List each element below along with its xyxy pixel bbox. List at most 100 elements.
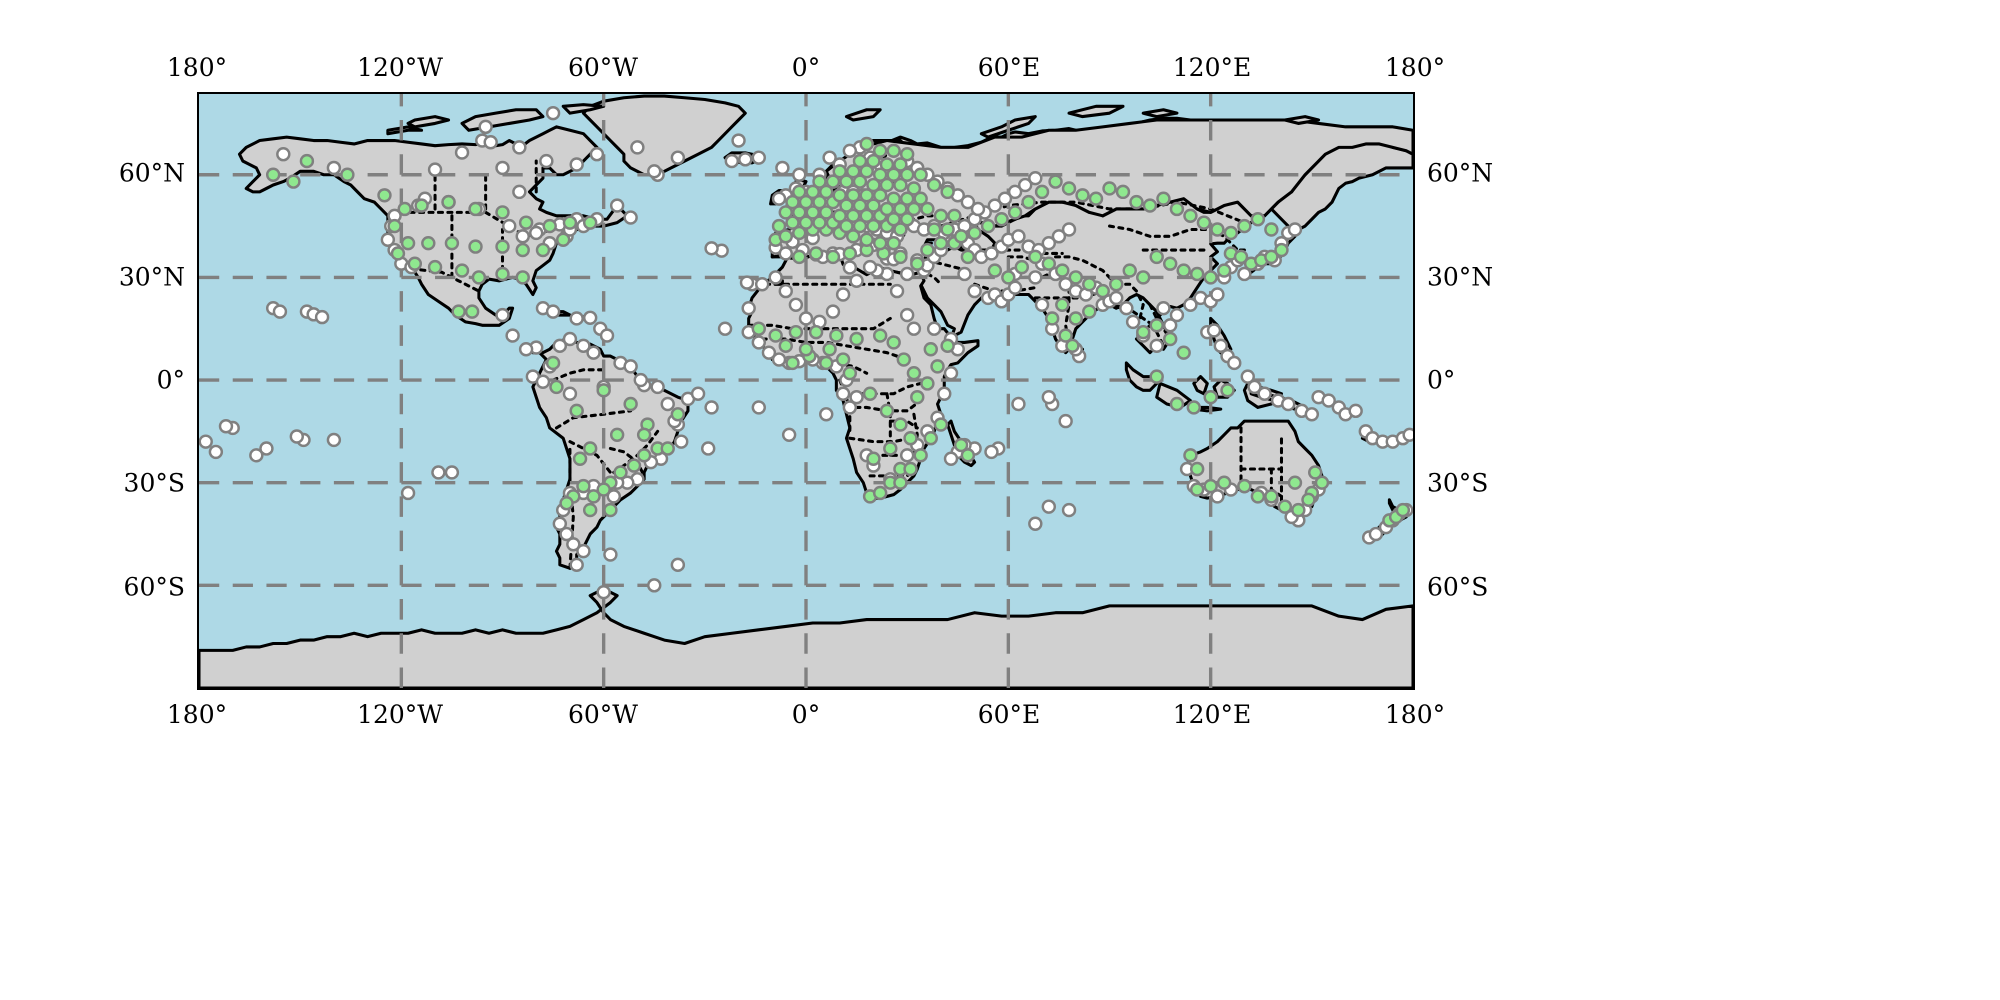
station-marker[interactable]: [899, 448, 915, 463]
station-marker[interactable]: [1082, 304, 1097, 319]
station-marker[interactable]: [1149, 318, 1164, 333]
station-marker[interactable]: [1061, 181, 1077, 196]
station-marker[interactable]: [1051, 229, 1067, 244]
station-marker[interactable]: [1237, 218, 1252, 234]
station-marker[interactable]: [792, 167, 807, 182]
station-marker[interactable]: [1183, 448, 1198, 463]
station-marker[interactable]: [545, 355, 561, 371]
station-marker[interactable]: [731, 133, 746, 148]
station-marker[interactable]: [1065, 338, 1080, 354]
station-marker[interactable]: [468, 201, 483, 217]
station-marker[interactable]: [1162, 318, 1178, 333]
station-marker[interactable]: [569, 157, 584, 172]
station-marker[interactable]: [893, 201, 908, 217]
station-marker[interactable]: [960, 249, 976, 265]
station-marker[interactable]: [609, 427, 625, 442]
station-marker[interactable]: [495, 205, 510, 220]
station-marker[interactable]: [771, 218, 787, 234]
station-marker[interactable]: [1115, 184, 1131, 200]
station-marker[interactable]: [562, 386, 578, 401]
station-marker[interactable]: [883, 441, 898, 456]
station-marker[interactable]: [825, 174, 841, 189]
station-marker[interactable]: [953, 437, 969, 453]
station-marker[interactable]: [798, 342, 814, 357]
station-marker[interactable]: [545, 105, 561, 121]
station-marker[interactable]: [299, 153, 315, 169]
station-marker[interactable]: [849, 389, 864, 405]
station-marker[interactable]: [778, 205, 793, 220]
station-marker[interactable]: [943, 451, 959, 466]
station-marker[interactable]: [1227, 355, 1242, 371]
station-marker[interactable]: [778, 246, 793, 261]
station-marker[interactable]: [994, 212, 1009, 227]
station-marker[interactable]: [387, 218, 402, 234]
station-marker[interactable]: [933, 417, 949, 432]
station-marker[interactable]: [866, 153, 881, 169]
station-marker[interactable]: [913, 191, 928, 206]
station-marker[interactable]: [704, 400, 719, 415]
station-marker[interactable]: [886, 212, 901, 227]
station-marker[interactable]: [1220, 383, 1235, 398]
station-marker[interactable]: [1136, 324, 1151, 340]
station-marker[interactable]: [792, 249, 807, 265]
station-marker[interactable]: [933, 235, 949, 251]
station-marker[interactable]: [1028, 170, 1043, 186]
station-marker[interactable]: [1186, 400, 1202, 415]
station-marker[interactable]: [987, 198, 1003, 213]
station-marker[interactable]: [835, 386, 851, 401]
station-marker[interactable]: [852, 198, 868, 213]
station-marker[interactable]: [886, 143, 901, 159]
station-marker[interactable]: [893, 417, 908, 432]
station-marker[interactable]: [468, 239, 483, 254]
station-marker[interactable]: [899, 167, 915, 182]
station-marker[interactable]: [913, 167, 928, 182]
station-marker[interactable]: [1233, 249, 1249, 265]
station-marker[interactable]: [1203, 270, 1218, 285]
station-marker[interactable]: [846, 208, 861, 224]
station-marker[interactable]: [896, 352, 911, 367]
station-marker[interactable]: [1264, 222, 1279, 237]
station-marker[interactable]: [1058, 413, 1073, 429]
station-marker[interactable]: [899, 212, 915, 227]
station-marker[interactable]: [1109, 277, 1124, 292]
station-marker[interactable]: [930, 359, 945, 374]
station-marker[interactable]: [893, 222, 908, 237]
station-marker[interactable]: [1109, 290, 1124, 306]
station-marker[interactable]: [1028, 249, 1043, 265]
station-marker[interactable]: [1034, 297, 1050, 312]
station-marker[interactable]: [751, 321, 766, 336]
station-marker[interactable]: [866, 177, 881, 193]
station-marker[interactable]: [862, 259, 878, 275]
station-marker[interactable]: [859, 208, 874, 224]
station-marker[interactable]: [1021, 194, 1036, 210]
station-marker[interactable]: [792, 225, 807, 241]
station-marker[interactable]: [1206, 323, 1222, 338]
station-marker[interactable]: [825, 249, 841, 265]
station-marker[interactable]: [289, 429, 304, 444]
station-marker[interactable]: [569, 403, 584, 419]
station-marker[interactable]: [825, 304, 841, 319]
station-marker[interactable]: [1314, 475, 1330, 490]
station-marker[interactable]: [832, 208, 847, 224]
station-marker[interactable]: [1119, 300, 1134, 316]
station-marker[interactable]: [1129, 194, 1144, 210]
station-marker[interactable]: [923, 431, 938, 446]
station-marker[interactable]: [1169, 396, 1185, 412]
station-marker[interactable]: [1183, 297, 1198, 312]
station-marker[interactable]: [872, 328, 888, 343]
station-marker[interactable]: [967, 283, 982, 299]
station-marker[interactable]: [808, 246, 824, 261]
station-marker[interactable]: [832, 164, 847, 179]
station-marker[interactable]: [859, 188, 874, 203]
station-marker[interactable]: [1095, 283, 1110, 299]
station-marker[interactable]: [1075, 188, 1090, 203]
station-marker[interactable]: [771, 191, 787, 206]
station-marker[interactable]: [906, 366, 922, 381]
station-marker[interactable]: [552, 338, 568, 354]
station-marker[interactable]: [1257, 386, 1272, 401]
station-marker[interactable]: [586, 345, 601, 360]
station-marker[interactable]: [768, 328, 783, 343]
station-marker[interactable]: [589, 147, 605, 162]
station-marker[interactable]: [555, 232, 571, 247]
station-marker[interactable]: [980, 218, 996, 234]
